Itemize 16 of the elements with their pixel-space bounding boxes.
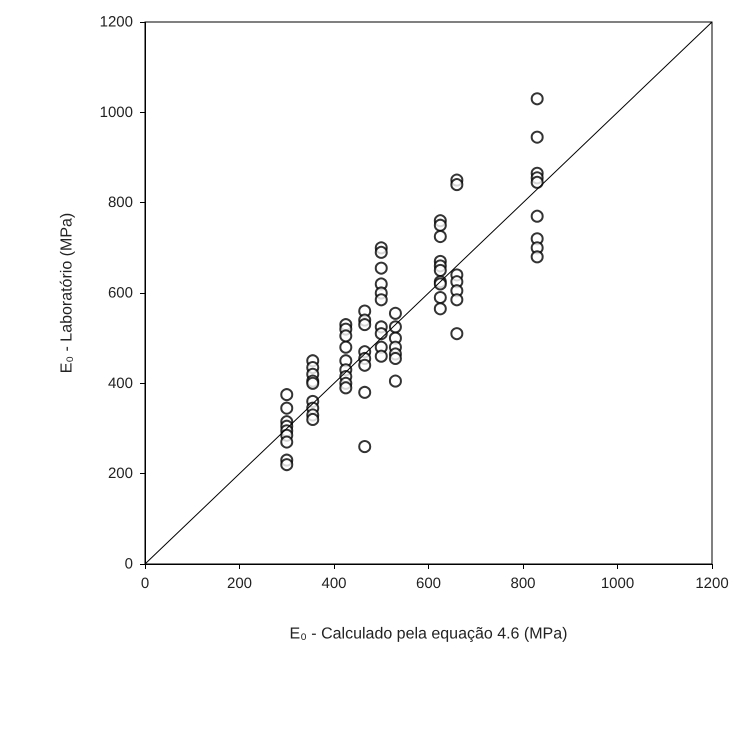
x-tick-label: 1200 [695,575,729,592]
x-axis-title: E₀ - Calculado pela equação 4.6 (MPa) [290,626,568,642]
x-tick-label: 600 [416,575,442,592]
y-tick-label: 0 [124,556,133,572]
y-axis-title: E₀ - Laboratório (MPa) [58,212,76,374]
y-tick-label: 1200 [100,14,133,30]
x-tick-label: 1000 [600,575,634,592]
x-tick-label: 200 [226,575,252,592]
y-tick-label: 1000 [100,104,133,121]
y-tick-label: 200 [108,465,133,482]
x-tick-label: 800 [510,575,536,592]
y-tick-label: 600 [108,284,133,302]
x-tick-label: 0 [140,575,150,592]
y-tick-label: 400 [108,374,133,392]
x-tick-label: 400 [321,575,347,592]
y-tick-label: 800 [108,194,133,212]
